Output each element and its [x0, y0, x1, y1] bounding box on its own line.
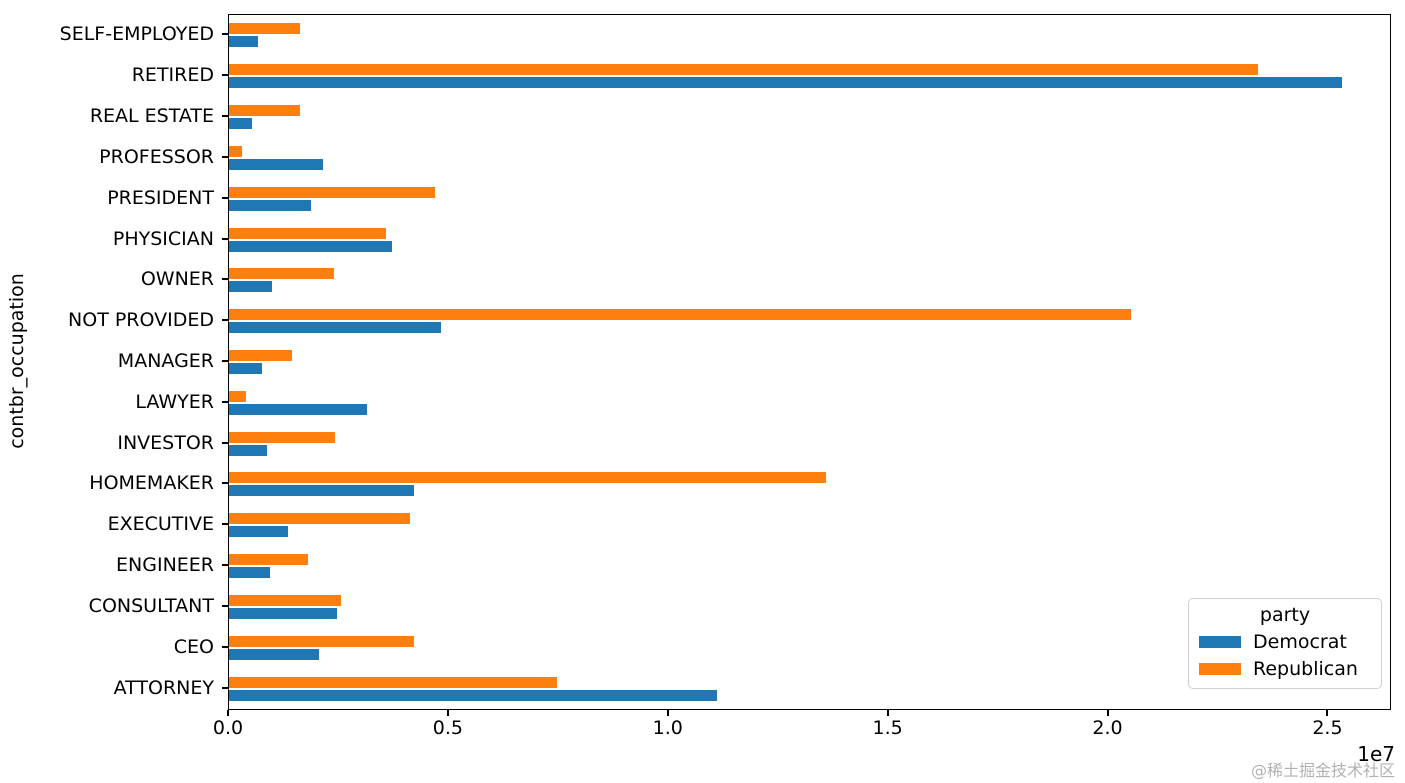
y-tick-mark — [222, 441, 228, 444]
y-tick-label: SELF-EMPLOYED — [59, 23, 214, 46]
x-tick-label: 1.0 — [652, 717, 683, 739]
y-tick-mark — [222, 686, 228, 689]
bar-democrat — [229, 36, 259, 48]
bar-republican — [229, 594, 342, 606]
y-tick-mark — [222, 319, 228, 322]
bar-democrat — [229, 567, 270, 579]
y-tick-label: EXECUTIVE — [107, 513, 214, 536]
y-tick-mark — [222, 74, 228, 77]
legend-label-democrat: Democrat — [1253, 631, 1347, 653]
legend-label-republican: Republican — [1253, 658, 1358, 680]
bar-democrat — [229, 281, 273, 293]
y-tick-label: ATTORNEY — [113, 676, 214, 699]
bar-republican — [229, 472, 826, 484]
bar-republican — [229, 350, 292, 361]
y-tick-label: MANAGER — [117, 350, 214, 372]
x-tick-mark — [227, 709, 229, 716]
x-tick-label: 2.5 — [1312, 717, 1343, 739]
y-tick-mark — [222, 400, 228, 403]
y-tick-label: HOMEMAKER — [89, 472, 214, 495]
bar-democrat — [229, 485, 415, 497]
y-tick-label: NOT PROVIDED — [68, 309, 214, 332]
y-tick-mark — [222, 360, 228, 362]
bar-democrat — [229, 689, 718, 701]
watermark: @稀土掘金技术社区 — [1250, 761, 1395, 780]
bar-democrat — [229, 648, 320, 660]
y-tick-mark — [222, 604, 228, 607]
bar-democrat — [229, 322, 442, 334]
y-tick-mark — [222, 645, 228, 648]
bar-republican — [229, 227, 386, 239]
bar-republican — [229, 431, 335, 443]
bar-republican — [229, 145, 243, 157]
bar-republican — [229, 268, 335, 280]
bar-democrat — [229, 403, 368, 415]
bar-republican — [229, 676, 558, 688]
bar-republican — [229, 635, 415, 647]
x-tick-mark — [1326, 709, 1329, 716]
bar-republican — [229, 309, 1131, 321]
bar-democrat — [229, 77, 1342, 89]
plot-area — [228, 14, 1391, 710]
y-tick-label: PROFESSOR — [99, 145, 214, 168]
bar-democrat — [229, 118, 253, 130]
bar-republican — [229, 513, 411, 525]
y-tick-mark — [222, 278, 228, 281]
x-tick-label: 2.0 — [1092, 717, 1123, 739]
republican-color-swatch — [1199, 663, 1241, 675]
x-tick-mark — [886, 709, 889, 716]
y-tick-label: REAL ESTATE — [89, 105, 214, 128]
x-tick-mark — [446, 709, 449, 716]
legend: party Democrat Republican — [1188, 598, 1382, 689]
y-tick-label: PRESIDENT — [107, 186, 214, 209]
bar-republican — [229, 554, 309, 566]
y-tick-mark — [222, 564, 228, 567]
x-tick-label: 0.0 — [212, 717, 244, 739]
bar-republican — [229, 23, 301, 35]
bar-democrat — [229, 607, 337, 619]
x-tick-label: 0.5 — [432, 717, 463, 739]
y-tick-label: CONSULTANT — [88, 594, 214, 617]
y-tick-mark — [222, 115, 228, 118]
x-tick-label: 1.5 — [872, 717, 903, 739]
y-tick-mark — [222, 482, 228, 485]
bar-republican — [229, 390, 246, 402]
x-tick-mark — [666, 709, 669, 716]
bar-democrat — [229, 240, 393, 252]
x-axis-offset-label: 1e7 — [1357, 742, 1395, 766]
y-tick-label: ENGINEER — [116, 554, 214, 577]
democrat-color-swatch — [1199, 636, 1241, 648]
legend-row-republican: Republican — [1199, 658, 1371, 680]
y-tick-label: CEO — [173, 635, 214, 658]
bar-democrat — [229, 158, 324, 170]
legend-row-democrat: Democrat — [1199, 631, 1371, 653]
y-tick-label: OWNER — [140, 268, 214, 291]
bar-republican — [229, 105, 300, 117]
y-tick-label: LAWYER — [135, 390, 214, 413]
y-tick-mark — [222, 155, 228, 158]
y-tick-label: PHYSICIAN — [112, 227, 214, 250]
bar-democrat — [229, 444, 268, 456]
y-tick-mark — [222, 196, 228, 199]
bar-republican — [229, 186, 435, 198]
y-tick-mark — [222, 237, 228, 240]
bar-democrat — [229, 199, 312, 211]
bar-democrat — [229, 363, 262, 374]
legend-title: party — [1259, 604, 1311, 626]
bar-democrat — [229, 526, 288, 538]
y-tick-mark — [222, 33, 228, 36]
x-tick-mark — [1106, 709, 1109, 716]
y-tick-label: RETIRED — [131, 64, 214, 87]
y-tick-label: INVESTOR — [117, 431, 214, 454]
y-tick-mark — [222, 523, 228, 526]
bar-republican — [229, 64, 1259, 76]
